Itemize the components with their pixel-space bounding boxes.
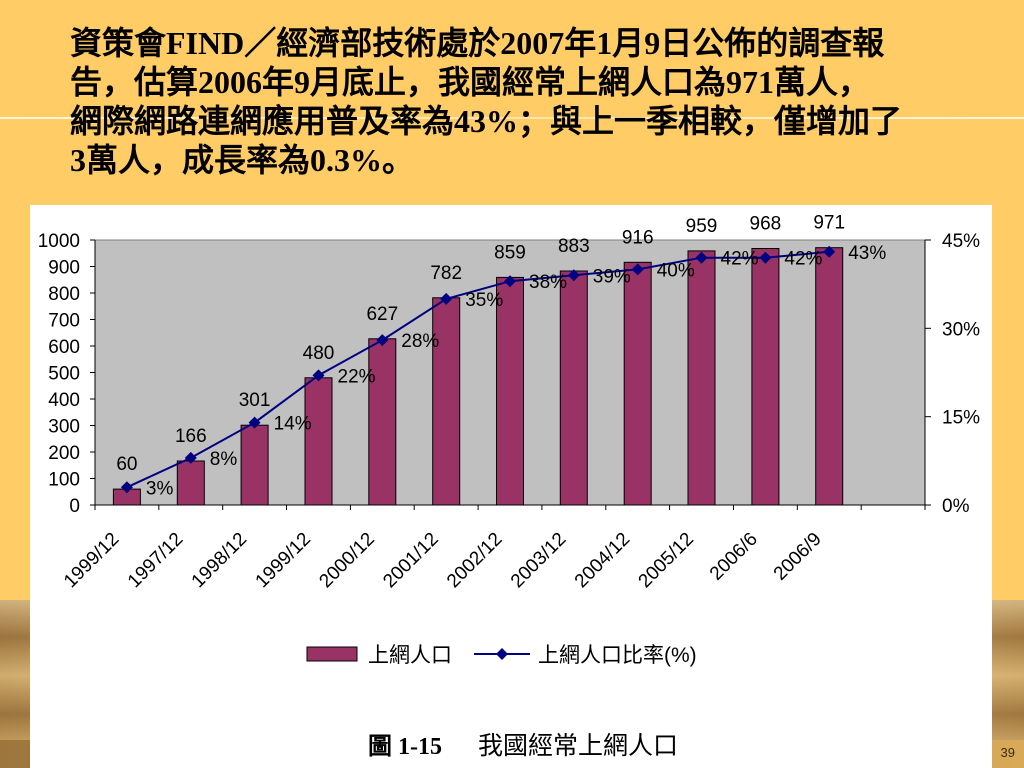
y-axis-tick-label: 800	[48, 284, 80, 305]
intro-line: 資策會FIND／經濟部技術處於2007年1月9日公佈的調查報	[70, 25, 885, 61]
bar-value-label: 859	[494, 242, 526, 263]
bar	[304, 377, 333, 506]
y-axis-tick-label: 0	[69, 496, 80, 517]
legend-label-population: 上網人口	[368, 644, 452, 667]
bar-value-label: 959	[686, 216, 718, 237]
chart-panel: 60 166 301 480 627 782 859 883 916 959 968 971 3% 8% 1…	[30, 205, 992, 768]
bar	[240, 424, 269, 506]
bar-value-label: 480	[303, 343, 335, 364]
bar	[687, 250, 716, 506]
rate-value-label: 39%	[593, 266, 631, 287]
bar	[559, 270, 588, 506]
rate-value-label: 14%	[274, 414, 312, 435]
intro-line: 網際網路連網應用普及率為43%；與上一季相較，僅增加了	[70, 103, 903, 139]
bar	[432, 297, 461, 506]
bar-value-label: 301	[239, 390, 271, 411]
figure-caption: 圖 1-15 我國經常上網人口	[368, 732, 678, 760]
rate-value-label: 3%	[146, 478, 174, 499]
rate-marker	[823, 245, 836, 258]
intro-line: 告，估算2006年9月底止，我國經常上網人口為971萬人，	[70, 64, 871, 100]
legend-label-rate: 上網人口比率(%)	[538, 644, 697, 667]
bar	[496, 276, 524, 506]
x-axis-label: 2001/12	[379, 529, 442, 592]
rate-value-label: 22%	[338, 366, 376, 387]
rate-value-label: 42%	[784, 249, 822, 270]
legend: 上網人口 上網人口比率(%)	[306, 644, 697, 667]
bar-value-label: 916	[622, 227, 654, 248]
y-axis-tick-label: 100	[48, 470, 80, 491]
y2-axis-tick-label: 0%	[942, 496, 970, 517]
rate-marker	[631, 263, 644, 276]
y2-axis-tick-label: 45%	[942, 231, 980, 252]
bar-value-label: 627	[366, 304, 398, 325]
bar	[751, 248, 780, 506]
intro-line: 3萬人，成長率為0.3%。	[70, 142, 415, 178]
y-axis-tick-label: 700	[48, 311, 80, 332]
figure-number: 圖 1-15	[368, 734, 442, 760]
x-axis-label: 2000/12	[315, 529, 378, 592]
x-axis-label: 2006/9	[770, 529, 826, 585]
rate-value-label: 8%	[210, 449, 238, 470]
bar	[176, 460, 205, 506]
combo-chart: 60 166 301 480 627 782 859 883 916 959 968 971 3% 8% 1…	[38, 213, 980, 760]
bar	[368, 338, 397, 506]
intro-text: 資策會FIND／經濟部技術處於2007年1月9日公佈的調查報 告，估算2006年…	[70, 24, 902, 180]
title-divider	[0, 117, 1024, 119]
y-axis-tick-label: 500	[48, 364, 80, 385]
x-axis-label: 2005/12	[635, 529, 698, 592]
y2-axis-tick-label: 30%	[942, 319, 980, 340]
x-axis-label: 2002/12	[443, 529, 506, 592]
axes	[90, 239, 931, 510]
rate-value-label: 40%	[657, 260, 695, 281]
rate-line	[126, 250, 830, 489]
rate-marker	[248, 416, 261, 429]
bar-value-label: 883	[558, 236, 590, 257]
legend-swatch-rate-marker	[496, 648, 508, 660]
rate-marker	[184, 451, 197, 464]
rate-value-label: 38%	[529, 272, 567, 293]
x-axis-label: 1997/12	[124, 529, 187, 592]
y-axis-tick-label: 300	[48, 417, 80, 438]
rate-marker	[312, 369, 325, 382]
rate-value-label: 35%	[465, 290, 503, 311]
figure-title: 我國經常上網人口	[478, 732, 678, 760]
y-axis-tick-label: 400	[48, 390, 80, 411]
y-axis-tick-label: 900	[48, 258, 80, 279]
rate-value-label: 28%	[401, 331, 439, 352]
data-labels: 60 166 301 480 627 782 859 883 916 959 968 971 3% 8% 1…	[116, 213, 886, 500]
line-series-rate	[120, 245, 836, 494]
x-axis-label: 1998/12	[188, 529, 251, 592]
y-axis-tick-label: 1000	[38, 231, 80, 252]
rate-marker	[440, 292, 453, 305]
rate-value-label: 43%	[848, 243, 886, 264]
rate-marker	[504, 275, 516, 288]
bar	[623, 261, 652, 506]
bar	[815, 247, 844, 506]
rate-value-label: 42%	[721, 249, 759, 270]
x-axis-label: 2003/12	[507, 529, 570, 592]
rate-marker	[120, 481, 133, 494]
y-axis-tick-label: 600	[48, 337, 80, 358]
rate-marker	[567, 269, 580, 282]
bar-value-label: 782	[430, 263, 462, 284]
x-axis-label: 1999/12	[252, 529, 315, 592]
x-axis-label: 1999/12	[60, 529, 123, 592]
legend-swatch-population-bar	[306, 646, 358, 662]
bar-value-label: 971	[813, 213, 845, 234]
bar-value-label: 968	[750, 214, 782, 235]
bar-value-label: 166	[175, 426, 207, 447]
y-axis-tick-label: 200	[48, 443, 80, 464]
x-axis-label: 2006/6	[706, 529, 762, 585]
bar-value-label: 60	[116, 454, 137, 475]
page-number: 39	[1000, 745, 1015, 760]
y2-axis-tick-label: 15%	[942, 408, 980, 429]
x-axis-label: 2004/12	[571, 529, 634, 592]
bar-series-population	[112, 247, 844, 506]
rate-marker	[376, 334, 389, 347]
